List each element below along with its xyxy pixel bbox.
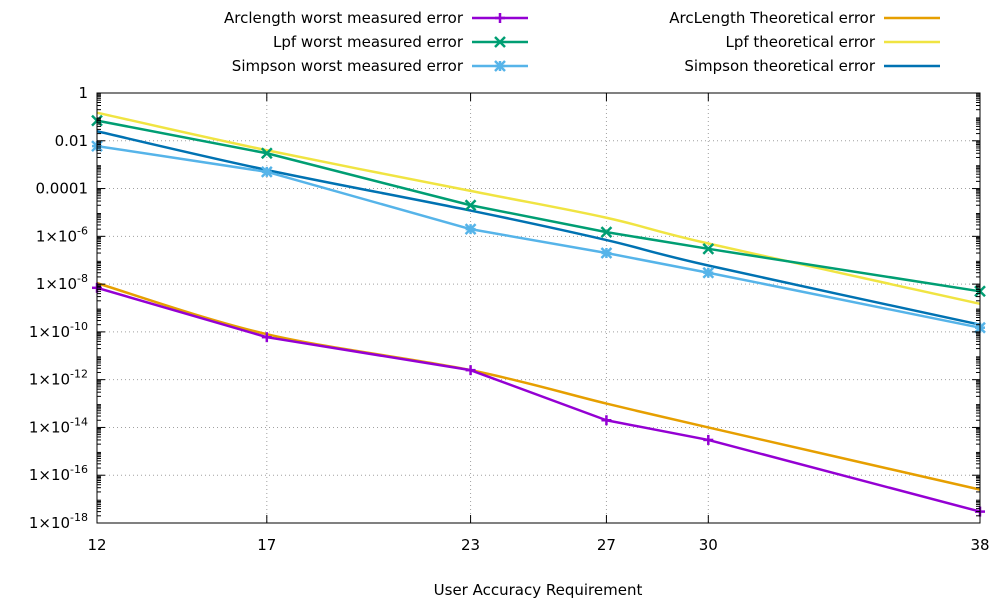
legend-entry: Lpf worst measured error bbox=[273, 33, 528, 51]
legend-entry: Simpson worst measured error bbox=[232, 57, 528, 75]
legend-label: Arclength worst measured error bbox=[224, 9, 464, 27]
x-tick-label: 12 bbox=[87, 536, 106, 554]
y-tick-label-base: 1×10 bbox=[36, 227, 77, 245]
data-point-marker bbox=[494, 60, 506, 72]
y-tick-label-base: 0.0001 bbox=[36, 180, 89, 198]
legend-label: Simpson worst measured error bbox=[232, 57, 464, 75]
legend: Arclength worst measured error Lpf worst … bbox=[224, 9, 940, 75]
series-line bbox=[96, 286, 981, 513]
y-tick-label: 1×10-18 bbox=[29, 511, 88, 532]
y-tick-label: 1×10-10 bbox=[29, 320, 88, 341]
x-tick-label: 17 bbox=[257, 536, 276, 554]
series-0 bbox=[92, 282, 985, 517]
x-tick-label: 30 bbox=[699, 536, 718, 554]
series-layer bbox=[91, 111, 986, 517]
y-tick-label-exponent: -18 bbox=[70, 511, 88, 524]
series-line bbox=[96, 111, 981, 306]
legend-entry: ArcLength Theoretical error bbox=[669, 9, 940, 27]
legend-label: Simpson theoretical error bbox=[684, 57, 876, 75]
y-tick-label-base: 0.01 bbox=[55, 132, 88, 150]
data-point-marker bbox=[494, 36, 506, 48]
y-tick-label-base: 1×10 bbox=[29, 466, 70, 484]
series-line bbox=[96, 130, 981, 326]
legend-entry: Lpf theoretical error bbox=[725, 33, 940, 51]
y-tick-label-exponent: -12 bbox=[70, 368, 88, 381]
data-point-marker bbox=[260, 147, 273, 160]
y-tick-label: 1×10-16 bbox=[29, 463, 88, 484]
y-tick-label-exponent: -6 bbox=[77, 224, 88, 237]
data-point-marker bbox=[464, 223, 477, 236]
data-point-marker bbox=[464, 199, 477, 212]
y-tick-label-exponent: -10 bbox=[70, 320, 88, 333]
y-tick-label: 1×10-12 bbox=[29, 368, 88, 389]
data-point-marker bbox=[260, 165, 273, 178]
legend-entry: Simpson theoretical error bbox=[684, 57, 940, 75]
data-point-marker bbox=[702, 266, 715, 279]
legend-label: Lpf worst measured error bbox=[273, 33, 464, 51]
x-tick-label: 27 bbox=[597, 536, 616, 554]
series-4 bbox=[96, 111, 981, 306]
series-2 bbox=[91, 140, 986, 334]
x-axis-label: User Accuracy Requirement bbox=[434, 581, 643, 599]
data-point-marker bbox=[600, 247, 613, 259]
data-point-marker bbox=[600, 226, 613, 239]
tick-labels: 10.010.00011×10-61×10-81×10-101×10-121×1… bbox=[29, 84, 990, 554]
x-tick-label: 23 bbox=[461, 536, 480, 554]
y-tick-label: 0.01 bbox=[55, 132, 88, 150]
axis-ticks bbox=[96, 92, 981, 524]
plot-frame bbox=[96, 92, 981, 524]
legend-label: Lpf theoretical error bbox=[725, 33, 875, 51]
y-tick-label-base: 1×10 bbox=[29, 371, 70, 389]
y-tick-label: 0.0001 bbox=[36, 180, 89, 198]
y-tick-label-base: 1×10 bbox=[29, 323, 70, 341]
series-line bbox=[96, 281, 981, 491]
legend-entry: Arclength worst measured error bbox=[224, 9, 528, 27]
y-tick-label-base: 1×10 bbox=[36, 275, 77, 293]
y-tick-label-base: 1×10 bbox=[29, 418, 70, 436]
y-tick-label-exponent: -8 bbox=[77, 272, 88, 285]
series-line bbox=[96, 119, 981, 293]
series-5 bbox=[96, 130, 981, 326]
series-3 bbox=[96, 281, 981, 491]
legend-label: ArcLength Theoretical error bbox=[669, 9, 876, 27]
y-tick-label-exponent: -16 bbox=[70, 463, 88, 476]
y-tick-label: 1×10-14 bbox=[29, 415, 88, 436]
y-tick-label-base: 1×10 bbox=[29, 514, 70, 532]
y-tick-label-exponent: -14 bbox=[70, 415, 88, 428]
y-tick-label: 1×10-8 bbox=[36, 272, 88, 293]
series-line bbox=[96, 144, 981, 329]
data-point-marker bbox=[702, 242, 715, 255]
y-tick-label: 1 bbox=[78, 84, 88, 102]
x-tick-label: 38 bbox=[970, 536, 989, 554]
y-tick-label: 1×10-6 bbox=[36, 224, 88, 245]
y-tick-label-base: 1 bbox=[78, 84, 88, 102]
